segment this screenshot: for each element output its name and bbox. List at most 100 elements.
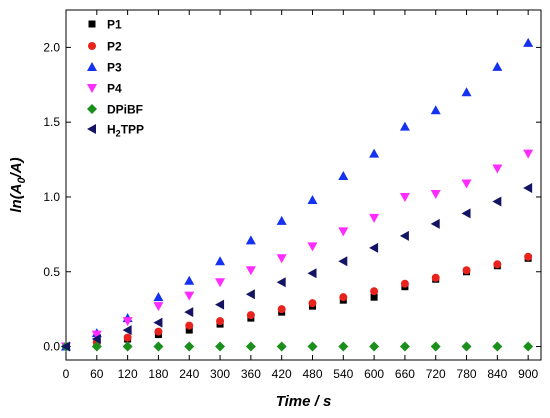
legend-label-p1: P1: [107, 18, 122, 32]
legend-symbol-5: [87, 124, 96, 134]
x-tick-label-420: 420: [272, 367, 292, 381]
point-p2-540: [339, 293, 348, 302]
point-h2tpp-360: [245, 289, 255, 300]
point-p2-420: [277, 305, 286, 314]
point-p3-180: [153, 292, 164, 302]
x-tick-label-840: 840: [487, 367, 507, 381]
point-p4-180: [153, 302, 164, 312]
x-tick-label-660: 660: [395, 367, 415, 381]
y-axis-title-subscript: 0: [16, 176, 28, 183]
legend-item-p3: P3: [87, 61, 122, 75]
legend-label-h2tpp-tail: TPP: [121, 123, 144, 137]
point-dpibf-240: [184, 341, 195, 352]
point-dpibf-660: [399, 341, 410, 352]
legend-marker-dpibf: [87, 104, 97, 114]
legend-label-p3: P3: [107, 61, 122, 75]
point-h2tpp-120: [122, 325, 132, 336]
point-p3-600: [369, 148, 380, 158]
point-p4-240: [184, 291, 195, 301]
point-dpibf-780: [461, 341, 472, 352]
point-p2-660: [400, 279, 409, 288]
point-p2-180: [154, 327, 163, 336]
point-h2tpp-780: [461, 208, 471, 219]
point-p3-540: [338, 171, 349, 181]
point-h2tpp-0: [61, 341, 70, 352]
x-tick-label-240: 240: [179, 367, 199, 381]
y-tick-label-1: 0.5: [43, 265, 60, 279]
point-h2tpp-420: [276, 277, 286, 288]
y-tick-label-2: 1.0: [43, 190, 60, 204]
point-p2-840: [493, 260, 502, 269]
x-tick-label-540: 540: [333, 367, 353, 381]
legend-item-p4: P4: [87, 82, 122, 96]
point-p4-120: [122, 317, 133, 327]
point-p2-720: [431, 273, 440, 282]
point-dpibf-480: [307, 341, 318, 352]
point-h2tpp-540: [338, 256, 348, 267]
y-axis-title: ln(A0/A): [8, 157, 28, 212]
point-p3-300: [215, 256, 226, 266]
legend-symbol-4: [87, 104, 97, 114]
legend-symbol-3: [87, 84, 97, 93]
x-tick-label-180: 180: [148, 367, 168, 381]
point-p4-360: [245, 266, 256, 276]
y-axis-title-main: ln(A: [8, 183, 25, 212]
point-dpibf-180: [153, 341, 164, 352]
legend-marker-p2: [88, 42, 96, 50]
x-tick-label-780: 780: [457, 367, 477, 381]
x-tick-label-480: 480: [302, 367, 322, 381]
x-tick-label-720: 720: [426, 367, 446, 381]
x-tick-label-360: 360: [241, 367, 261, 381]
point-p1-600: [370, 293, 378, 301]
point-p4-60: [91, 330, 102, 340]
legend-item-p1: P1: [88, 18, 122, 32]
point-p2-120: [123, 333, 132, 342]
legend-marker-p1: [88, 20, 96, 28]
point-p4-300: [215, 278, 226, 288]
point-p3-780: [461, 87, 472, 97]
legend-label-h2tpp: H2TPP: [107, 123, 144, 139]
point-p3-360: [245, 235, 256, 245]
legend-marker-p4: [87, 84, 97, 93]
legend-symbol-0: [88, 20, 96, 28]
legend-symbol-2: [87, 62, 97, 71]
point-p3-840: [492, 61, 503, 71]
x-tick-label-0: 0: [63, 367, 70, 381]
point-p2-600: [370, 287, 379, 296]
point-dpibf-840: [492, 341, 503, 352]
point-p2-780: [462, 266, 471, 275]
legend-label-h2tpp-subscript: 2: [116, 129, 121, 139]
y-axis-title-tail: /A): [8, 157, 25, 178]
point-p4-420: [276, 254, 287, 264]
x-tick-label-900: 900: [518, 367, 538, 381]
point-h2tpp-60: [91, 334, 101, 345]
point-h2tpp-900: [523, 182, 533, 193]
point-dpibf-540: [338, 341, 349, 352]
legend: P1 P2 P3 P4 DPiBF H2TPP: [87, 18, 144, 139]
legend-label-dpibf: DPiBF: [107, 103, 143, 117]
point-h2tpp-600: [369, 242, 379, 253]
legend-label-p2: P2: [107, 40, 122, 54]
point-p4-780: [461, 179, 472, 189]
legend-item-p2: P2: [88, 40, 122, 54]
point-p2-300: [216, 317, 225, 326]
point-p2-360: [246, 311, 255, 320]
point-h2tpp-300: [215, 299, 225, 310]
point-h2tpp-240: [184, 307, 194, 318]
x-tick-label-60: 60: [90, 367, 104, 381]
point-p2-900: [524, 252, 533, 261]
point-p2-480: [308, 299, 317, 308]
point-p4-660: [399, 192, 410, 202]
point-dpibf-720: [430, 341, 441, 352]
x-tick-label-120: 120: [118, 367, 138, 381]
legend-item-dpibf: DPiBF: [87, 103, 143, 117]
point-p3-720: [430, 105, 441, 115]
x-tick-label-600: 600: [364, 367, 384, 381]
point-dpibf-600: [369, 341, 380, 352]
point-p3-660: [399, 121, 410, 131]
plot-frame: [65, 9, 542, 361]
y-tick-label-0: 0.0: [43, 340, 60, 354]
point-p4-900: [523, 149, 534, 159]
point-p4-540: [338, 227, 349, 237]
